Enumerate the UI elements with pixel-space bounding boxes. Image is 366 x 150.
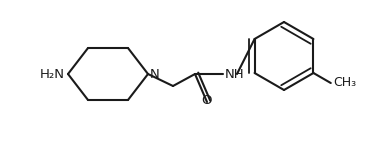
Text: NH: NH [225,68,244,81]
Text: O: O [202,94,212,107]
Text: H₂N: H₂N [40,68,65,81]
Text: N: N [150,68,160,81]
Text: CH₃: CH₃ [333,76,356,90]
